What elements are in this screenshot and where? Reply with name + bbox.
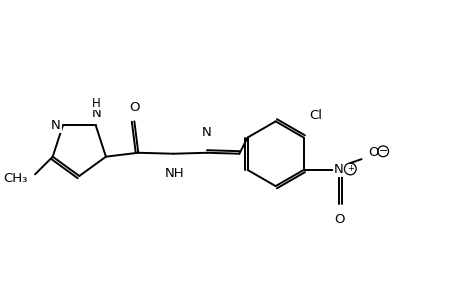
Text: O: O: [333, 213, 343, 226]
Text: +: +: [346, 164, 353, 173]
Text: CH₃: CH₃: [3, 172, 27, 185]
Text: −: −: [378, 146, 387, 156]
Text: N: N: [202, 126, 212, 139]
Text: O: O: [368, 146, 378, 159]
Text: NH: NH: [164, 167, 184, 181]
Text: N: N: [51, 119, 61, 132]
Text: H: H: [92, 97, 101, 110]
Text: N: N: [333, 164, 343, 176]
Text: Cl: Cl: [309, 109, 322, 122]
Text: O: O: [129, 100, 140, 113]
Text: N: N: [92, 106, 101, 119]
